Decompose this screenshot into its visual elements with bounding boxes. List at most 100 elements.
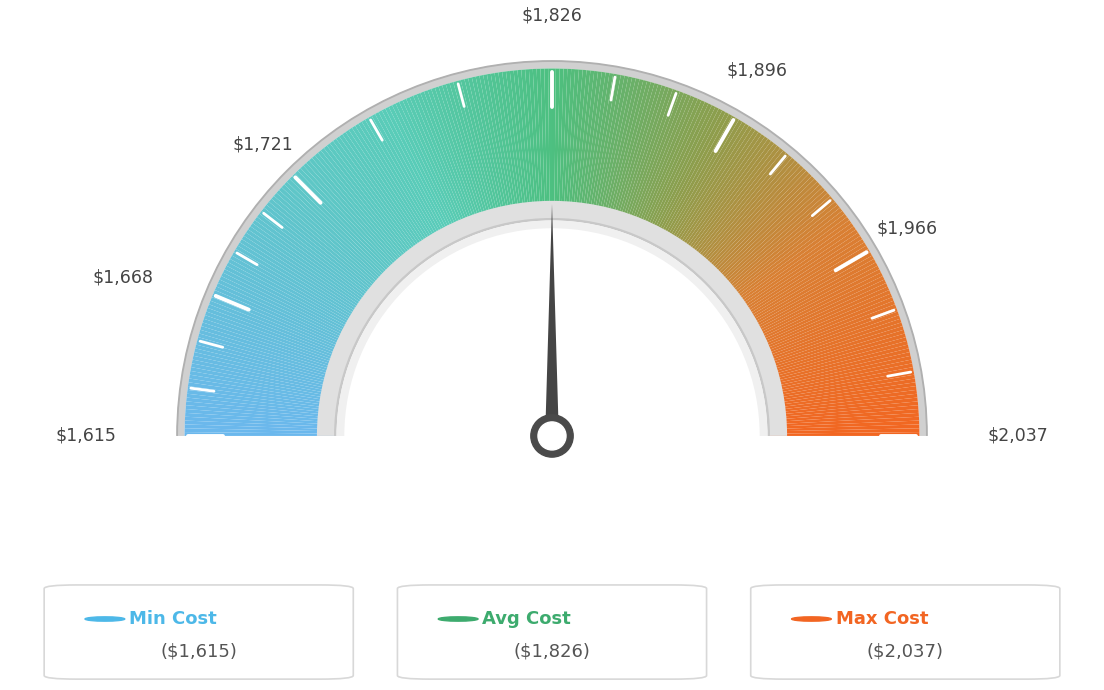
Circle shape xyxy=(85,617,125,621)
Wedge shape xyxy=(190,367,339,397)
Wedge shape xyxy=(588,74,617,223)
Wedge shape xyxy=(705,176,815,284)
Wedge shape xyxy=(471,77,507,225)
Wedge shape xyxy=(230,255,363,332)
Wedge shape xyxy=(565,69,578,220)
Wedge shape xyxy=(468,77,505,225)
Wedge shape xyxy=(318,150,416,269)
Wedge shape xyxy=(606,80,647,227)
Wedge shape xyxy=(608,81,651,228)
Wedge shape xyxy=(399,100,464,239)
Wedge shape xyxy=(755,308,898,363)
Wedge shape xyxy=(317,201,787,436)
Wedge shape xyxy=(693,158,795,274)
Wedge shape xyxy=(487,74,516,223)
Wedge shape xyxy=(184,428,336,434)
Wedge shape xyxy=(544,68,550,219)
Wedge shape xyxy=(699,166,804,278)
Wedge shape xyxy=(655,112,729,246)
Wedge shape xyxy=(211,297,352,356)
Wedge shape xyxy=(622,88,672,232)
Wedge shape xyxy=(764,364,913,395)
Wedge shape xyxy=(719,201,838,299)
Wedge shape xyxy=(185,402,337,418)
Wedge shape xyxy=(352,126,436,255)
Wedge shape xyxy=(746,273,883,342)
FancyBboxPatch shape xyxy=(44,585,353,679)
Wedge shape xyxy=(309,158,411,274)
Wedge shape xyxy=(209,301,351,358)
Wedge shape xyxy=(570,70,586,221)
Wedge shape xyxy=(760,330,905,375)
Wedge shape xyxy=(453,81,496,228)
Wedge shape xyxy=(342,132,431,258)
Wedge shape xyxy=(498,72,522,222)
Wedge shape xyxy=(406,97,468,237)
Wedge shape xyxy=(177,61,927,436)
Wedge shape xyxy=(741,255,874,332)
Text: $1,826: $1,826 xyxy=(521,7,583,25)
Wedge shape xyxy=(742,259,875,334)
Wedge shape xyxy=(580,71,602,221)
Wedge shape xyxy=(484,75,513,224)
Text: ($1,615): ($1,615) xyxy=(160,642,237,660)
Wedge shape xyxy=(279,187,393,291)
Wedge shape xyxy=(264,205,384,302)
Wedge shape xyxy=(599,77,636,225)
Wedge shape xyxy=(708,181,820,288)
Wedge shape xyxy=(335,218,769,436)
Wedge shape xyxy=(495,72,520,222)
Wedge shape xyxy=(479,75,511,224)
Wedge shape xyxy=(611,82,655,228)
Wedge shape xyxy=(754,304,896,360)
Wedge shape xyxy=(552,68,555,219)
Wedge shape xyxy=(382,108,454,244)
Wedge shape xyxy=(365,118,444,250)
Wedge shape xyxy=(193,352,341,388)
Wedge shape xyxy=(359,121,439,252)
Wedge shape xyxy=(671,130,758,257)
Text: $1,966: $1,966 xyxy=(877,219,937,237)
Wedge shape xyxy=(195,344,342,384)
Wedge shape xyxy=(766,378,915,404)
Wedge shape xyxy=(640,100,705,239)
Wedge shape xyxy=(284,181,396,288)
Wedge shape xyxy=(757,322,903,371)
Wedge shape xyxy=(184,417,336,427)
Wedge shape xyxy=(767,402,919,418)
Wedge shape xyxy=(333,139,425,262)
Wedge shape xyxy=(304,163,407,277)
Wedge shape xyxy=(736,242,867,324)
Wedge shape xyxy=(752,293,892,354)
Wedge shape xyxy=(200,326,346,373)
Wedge shape xyxy=(205,311,349,365)
Wedge shape xyxy=(643,102,709,240)
Wedge shape xyxy=(427,89,481,233)
Wedge shape xyxy=(287,179,397,286)
Wedge shape xyxy=(724,214,847,307)
Wedge shape xyxy=(435,86,485,231)
Text: Max Cost: Max Cost xyxy=(836,610,928,628)
Wedge shape xyxy=(184,420,336,429)
Wedge shape xyxy=(490,73,518,223)
Wedge shape xyxy=(226,262,361,335)
Wedge shape xyxy=(593,75,625,224)
Wedge shape xyxy=(577,71,598,221)
Wedge shape xyxy=(403,99,466,238)
Wedge shape xyxy=(602,78,639,226)
Wedge shape xyxy=(526,69,539,220)
Wedge shape xyxy=(413,95,473,235)
Wedge shape xyxy=(762,344,909,384)
Wedge shape xyxy=(707,179,817,286)
Wedge shape xyxy=(767,405,919,420)
Wedge shape xyxy=(604,79,644,226)
Wedge shape xyxy=(372,114,448,248)
Wedge shape xyxy=(369,116,446,248)
Wedge shape xyxy=(379,110,452,245)
Wedge shape xyxy=(662,119,742,251)
Text: $2,037: $2,037 xyxy=(988,427,1049,445)
Wedge shape xyxy=(518,70,534,221)
Wedge shape xyxy=(722,208,842,304)
Wedge shape xyxy=(665,121,745,252)
Wedge shape xyxy=(272,196,389,296)
